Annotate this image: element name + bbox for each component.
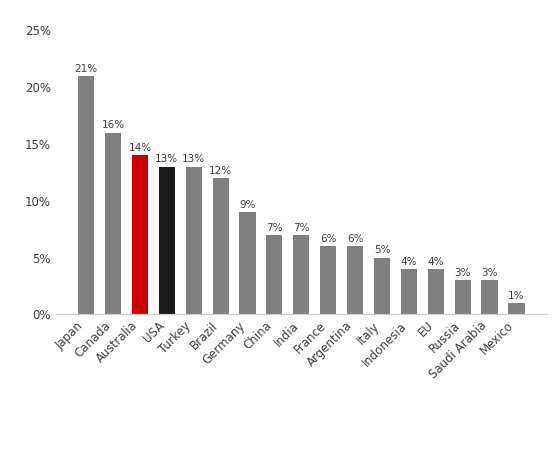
Bar [159,167,175,314]
Bar [78,76,94,314]
Bar [347,246,363,314]
Text: 13%: 13% [182,154,205,164]
Text: 4%: 4% [401,257,417,267]
Bar [105,132,121,314]
Text: 12%: 12% [209,166,232,176]
Text: 9%: 9% [239,200,256,210]
Text: 3%: 3% [482,268,498,278]
Text: 6%: 6% [347,234,363,244]
Bar [428,269,444,314]
Text: 14%: 14% [128,143,152,153]
Text: 13%: 13% [155,154,179,164]
Text: 21%: 21% [75,64,98,74]
Text: 16%: 16% [102,120,124,130]
Bar [508,303,525,314]
Text: 7%: 7% [266,223,283,233]
Bar [132,155,148,314]
Bar [213,178,229,314]
Text: 1%: 1% [508,291,525,301]
Bar [186,167,202,314]
Text: 6%: 6% [320,234,336,244]
Bar [320,246,336,314]
Bar [455,280,471,314]
Text: 3%: 3% [454,268,471,278]
Bar [266,235,282,314]
Bar [374,258,390,314]
Text: 7%: 7% [293,223,310,233]
Bar [239,212,256,314]
Bar [482,280,498,314]
Bar [401,269,417,314]
Text: 5%: 5% [374,245,390,255]
Bar [294,235,309,314]
Text: 4%: 4% [427,257,444,267]
